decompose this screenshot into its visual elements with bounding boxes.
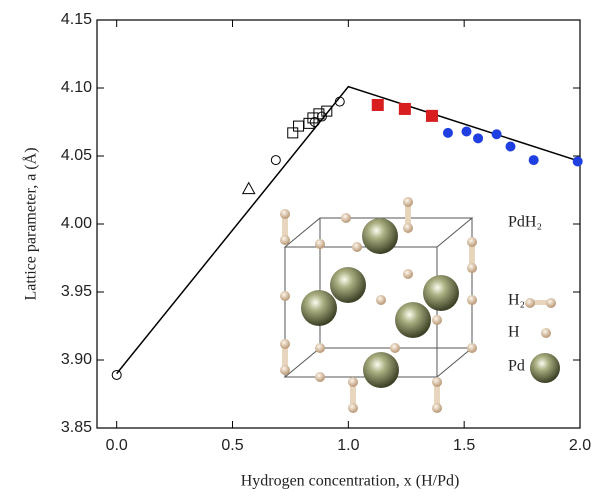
y-tick-label: 4.00 (61, 215, 92, 232)
y-tick-label: 3.95 (61, 283, 92, 300)
data-point (321, 105, 333, 117)
inset-legend-label: Pd (508, 358, 525, 375)
x-axis-title: Hydrogen concentration, x (H/Pd) (241, 473, 460, 490)
inset-legend-label: H₂ (508, 292, 525, 309)
y-tick-label: 3.85 (61, 419, 92, 436)
data-point (241, 181, 256, 195)
data-point (309, 117, 320, 127)
data-point (442, 127, 453, 138)
fit-line (116, 85, 581, 375)
y-tick-label: 4.15 (61, 11, 92, 28)
data-point (505, 141, 516, 152)
data-point (491, 129, 502, 140)
data-point (371, 99, 384, 111)
data-point (307, 112, 319, 124)
data-point (270, 155, 281, 166)
h2-pairs (280, 197, 477, 413)
x-tick-label: 0.5 (221, 437, 243, 454)
pd-atoms (301, 218, 459, 388)
y-tick-label: 4.05 (61, 147, 92, 164)
data-point (425, 109, 438, 122)
x-tick-label: 2.0 (569, 437, 591, 454)
h-atoms (280, 213, 477, 382)
data-point (287, 127, 299, 139)
data-point (293, 120, 305, 132)
x-tick-label: 1.0 (337, 437, 359, 454)
inset-legend-icons (525, 298, 560, 383)
y-tick-label: 3.90 (61, 351, 92, 368)
data-point (473, 133, 484, 144)
data-point (461, 126, 472, 137)
data-point (398, 102, 411, 115)
x-tick-label: 1.5 (453, 437, 475, 454)
x-tick-label: 0.0 (106, 437, 128, 454)
data-point (111, 369, 122, 380)
inset-legend-label: H (508, 324, 520, 341)
data-point (313, 108, 325, 120)
y-axis-title: Lattice parameter, a (Å) (22, 147, 40, 300)
crystal-inset (280, 197, 560, 413)
data-point (572, 156, 583, 167)
inset-title: PdH₂ (508, 214, 542, 231)
data-point (334, 96, 345, 107)
data-point (528, 155, 539, 166)
y-tick-label: 4.10 (61, 79, 92, 96)
